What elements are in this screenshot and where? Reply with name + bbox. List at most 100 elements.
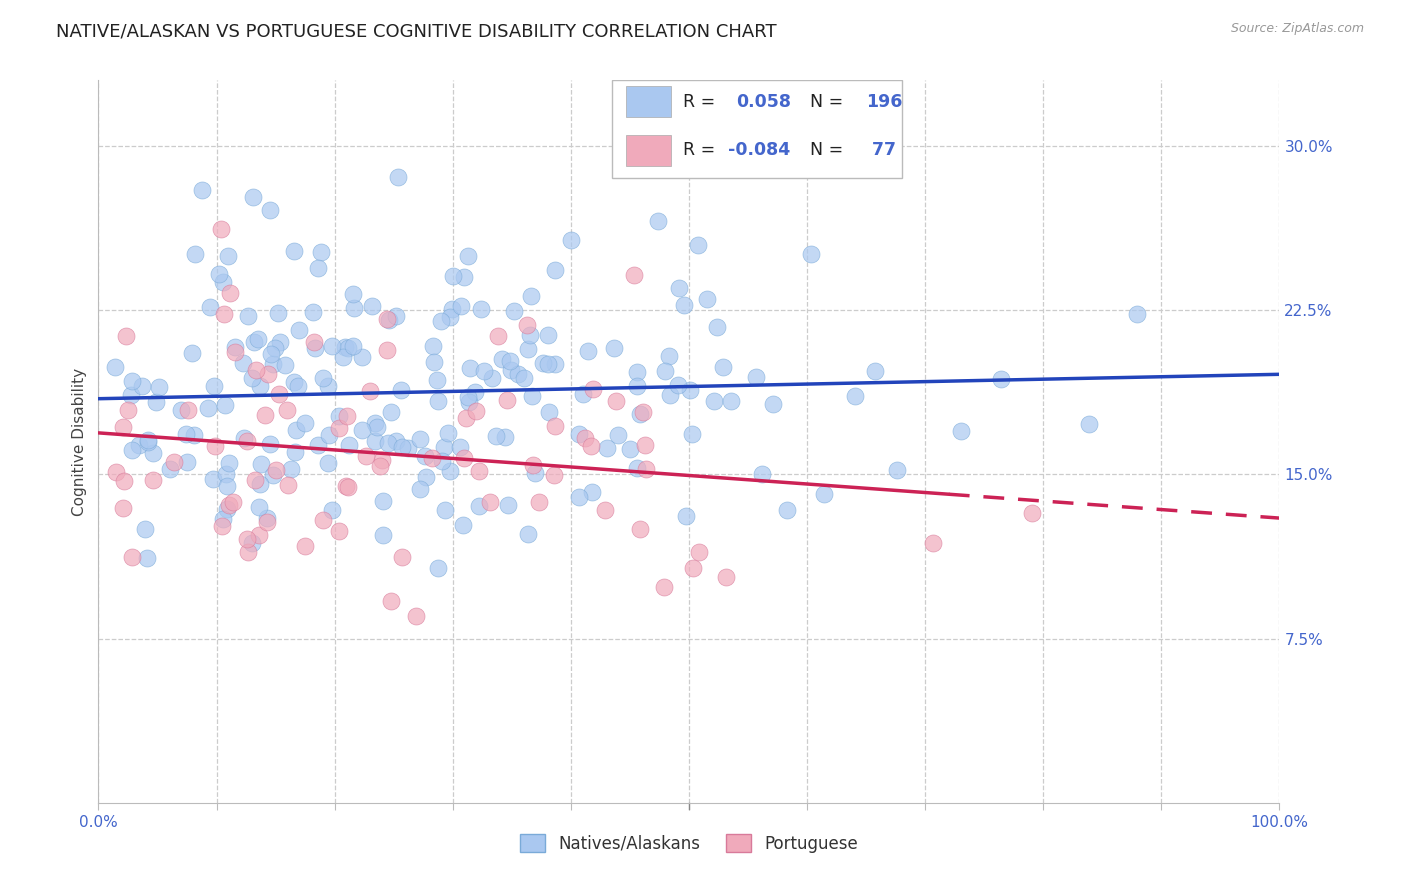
Point (121, 549, 143, 564)
Point (391, 441, 413, 455)
Point (377, 436, 399, 450)
Point (468, 464, 491, 478)
Point (706, 319, 728, 334)
Point (177, 403, 200, 417)
Point (486, 329, 509, 343)
Point (484, 429, 506, 443)
Point (145, 395, 167, 409)
Text: -0.084: -0.084 (728, 141, 790, 160)
Point (458, 395, 481, 409)
Point (335, 340, 357, 354)
Point (409, 432, 432, 446)
Point (217, 501, 239, 516)
Point (301, 304, 323, 318)
Point (457, 249, 479, 263)
Point (240, 370, 263, 384)
Point (605, 393, 627, 408)
Point (574, 432, 596, 446)
Point (659, 388, 682, 402)
Point (606, 428, 628, 442)
Point (380, 594, 402, 608)
Point (503, 304, 526, 318)
Point (254, 409, 277, 423)
Point (247, 528, 270, 542)
Point (423, 355, 446, 369)
Text: 77: 77 (866, 141, 896, 160)
Point (249, 379, 271, 393)
Point (682, 560, 704, 574)
Point (494, 429, 516, 443)
Point (332, 351, 354, 365)
Point (208, 267, 231, 281)
Point (537, 328, 560, 343)
Point (249, 477, 271, 491)
Point (350, 423, 373, 437)
Point (513, 371, 536, 385)
Point (316, 456, 339, 470)
Point (218, 498, 240, 512)
Point (377, 311, 399, 326)
Point (495, 393, 517, 408)
Point (762, 397, 785, 411)
Point (191, 183, 214, 197)
Point (524, 466, 547, 480)
Point (211, 275, 233, 289)
Point (581, 382, 603, 396)
Point (433, 440, 456, 454)
Point (287, 378, 309, 392)
Point (328, 409, 350, 424)
Point (176, 455, 198, 469)
Point (184, 247, 207, 261)
Point (117, 402, 139, 417)
Point (202, 378, 225, 392)
Point (449, 441, 471, 455)
Point (491, 352, 513, 367)
Point (200, 300, 222, 314)
Point (136, 434, 159, 449)
Point (136, 551, 159, 566)
Point (579, 439, 602, 453)
Text: 196: 196 (866, 93, 903, 111)
Point (426, 373, 449, 387)
Point (711, 359, 734, 374)
Point (352, 350, 374, 364)
Point (385, 434, 408, 449)
Point (628, 407, 651, 421)
Point (284, 444, 307, 458)
Point (302, 334, 325, 349)
Point (499, 354, 522, 368)
FancyBboxPatch shape (612, 80, 901, 178)
Point (287, 323, 309, 337)
Point (148, 380, 170, 394)
Point (128, 438, 150, 452)
Point (688, 545, 710, 559)
Point (544, 357, 567, 371)
Point (176, 426, 198, 441)
Point (360, 299, 382, 313)
Point (430, 314, 453, 328)
Point (631, 404, 654, 418)
Point (236, 309, 259, 323)
Point (420, 451, 443, 466)
Point (371, 494, 394, 508)
Point (309, 244, 332, 259)
Point (800, 246, 823, 260)
Point (342, 286, 364, 301)
Point (439, 310, 461, 324)
Point (703, 394, 725, 409)
Point (204, 439, 226, 453)
Point (262, 468, 284, 483)
Point (316, 379, 339, 393)
Point (568, 426, 591, 441)
Point (619, 442, 641, 457)
Point (247, 500, 270, 515)
Point (520, 288, 543, 302)
Point (328, 524, 350, 538)
Point (387, 170, 409, 185)
Point (865, 364, 887, 378)
Point (336, 409, 359, 424)
Point (236, 434, 259, 449)
Point (163, 455, 186, 469)
Point (922, 536, 945, 550)
Point (520, 389, 543, 403)
